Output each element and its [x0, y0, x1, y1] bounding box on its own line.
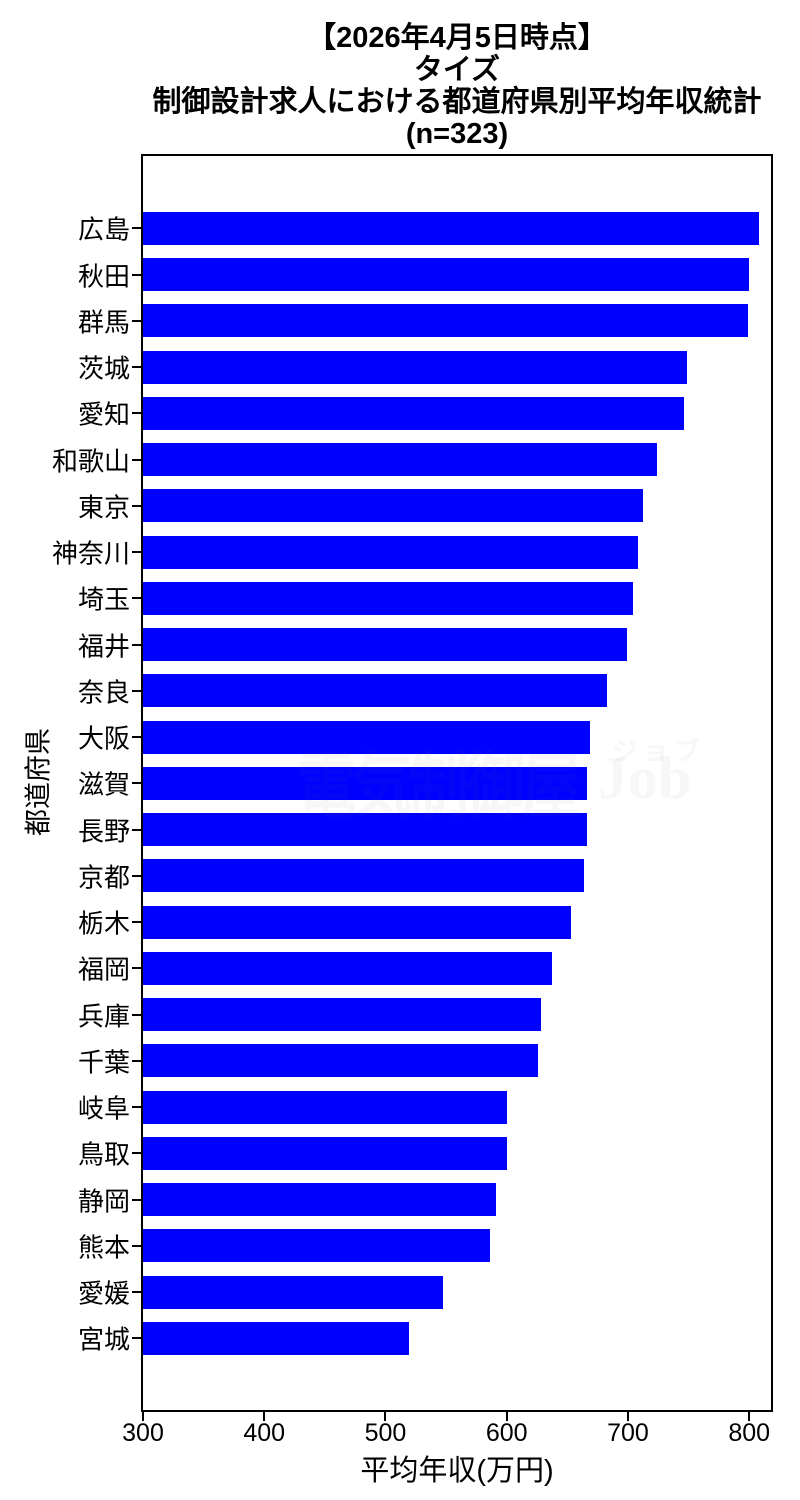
y-tick-label: 和歌山 [51, 446, 130, 477]
y-tick-mark [132, 1337, 141, 1340]
y-tick-label: 滋賀 [77, 769, 130, 800]
bar [143, 1321, 409, 1355]
bar [143, 443, 657, 477]
chart-title-line-2: タイズ [413, 54, 501, 86]
x-tick-mark [748, 1412, 751, 1421]
y-tick-label: 宮城 [77, 1324, 130, 1355]
bar [143, 628, 627, 662]
y-tick-mark [132, 828, 141, 831]
chart-title-line-4: (n=323) [405, 118, 509, 150]
x-tick-mark [626, 1412, 629, 1421]
x-tick-label: 300 [122, 1419, 164, 1447]
y-tick-mark [132, 921, 141, 924]
y-tick-label: 静岡 [77, 1186, 130, 1217]
y-tick-label: 兵庫 [77, 1001, 130, 1032]
y-tick-mark [132, 504, 141, 507]
y-tick-mark [132, 1106, 141, 1109]
y-tick-label: 福岡 [77, 954, 130, 985]
bar [143, 1183, 496, 1217]
x-tick-label: 400 [243, 1419, 286, 1447]
x-tick-label: 700 [607, 1419, 649, 1447]
y-tick-label: 秋田 [77, 261, 130, 292]
x-tick-mark [505, 1412, 508, 1421]
bar [143, 766, 587, 800]
y-tick-mark [132, 736, 141, 739]
y-tick-mark [132, 1152, 141, 1155]
y-tick-mark [132, 458, 141, 461]
x-tick-mark [384, 1412, 387, 1421]
bar [143, 581, 633, 615]
y-tick-label: 神奈川 [51, 538, 130, 569]
bar [143, 489, 643, 523]
x-tick-label: 500 [364, 1419, 407, 1447]
y-tick-label: 栃木 [77, 908, 130, 939]
y-tick-mark [132, 319, 141, 322]
y-tick-label: 京都 [77, 862, 130, 893]
x-tick-mark [142, 1412, 144, 1421]
bar [143, 304, 748, 338]
y-tick-mark [132, 412, 141, 415]
y-tick-mark [132, 1013, 141, 1016]
bar [143, 1229, 490, 1263]
bar [143, 258, 750, 292]
plot-area [141, 154, 773, 1412]
y-tick-mark [132, 689, 141, 692]
bar [143, 674, 608, 708]
y-tick-mark [132, 227, 141, 230]
y-tick-mark [132, 643, 141, 646]
x-tick-mark [263, 1412, 266, 1421]
y-tick-label: 愛知 [77, 399, 130, 430]
y-tick-label: 愛媛 [77, 1278, 130, 1309]
bar [143, 396, 684, 430]
y-tick-label: 奈良 [77, 677, 130, 708]
bar [143, 813, 587, 847]
bar [143, 905, 571, 939]
y-tick-label: 福井 [77, 631, 130, 662]
bar [143, 1090, 507, 1124]
bar [143, 998, 541, 1032]
y-tick-mark [132, 1198, 141, 1201]
x-tick-label: 800 [728, 1419, 771, 1447]
x-tick-label: 600 [485, 1419, 528, 1447]
y-tick-label: 長野 [77, 816, 130, 847]
y-tick-label: 千葉 [77, 1047, 130, 1078]
y-tick-mark [132, 782, 141, 785]
bar [143, 951, 552, 985]
chart-title: 【2026年4月5日時点】 タイズ 制御設計求人における都道府県別平均年収統計 … [141, 22, 773, 150]
x-axis-label: 平均年収(万円) [360, 1455, 554, 1487]
bar [143, 535, 638, 569]
bar [143, 350, 688, 384]
y-tick-mark [132, 366, 141, 369]
y-tick-label: 茨城 [77, 353, 130, 384]
y-tick-mark [132, 1291, 141, 1294]
y-tick-mark [132, 874, 141, 877]
bar [143, 1136, 507, 1170]
bar [143, 211, 759, 245]
y-tick-label: 鳥取 [77, 1139, 130, 1170]
y-tick-mark [132, 551, 141, 554]
y-tick-label: 広島 [77, 214, 130, 245]
y-tick-mark [132, 1059, 141, 1062]
chart-title-line-3: 制御設計求人における都道府県別平均年収統計 [152, 86, 762, 118]
y-tick-mark [132, 273, 141, 276]
y-tick-label: 埼玉 [77, 584, 130, 615]
bar [143, 1044, 539, 1078]
y-tick-label: 群馬 [77, 307, 130, 338]
bar [143, 859, 585, 893]
y-tick-mark [132, 597, 141, 600]
y-tick-label: 岐阜 [77, 1093, 130, 1124]
y-tick-label: 熊本 [77, 1232, 130, 1263]
y-tick-label: 大阪 [77, 723, 130, 754]
bar [143, 1275, 443, 1309]
chart-title-line-1: 【2026年4月5日時点】 [307, 22, 607, 54]
y-tick-label: 東京 [77, 492, 130, 523]
y-tick-mark [132, 967, 141, 970]
y-tick-mark [132, 1244, 141, 1247]
bar [143, 720, 591, 754]
